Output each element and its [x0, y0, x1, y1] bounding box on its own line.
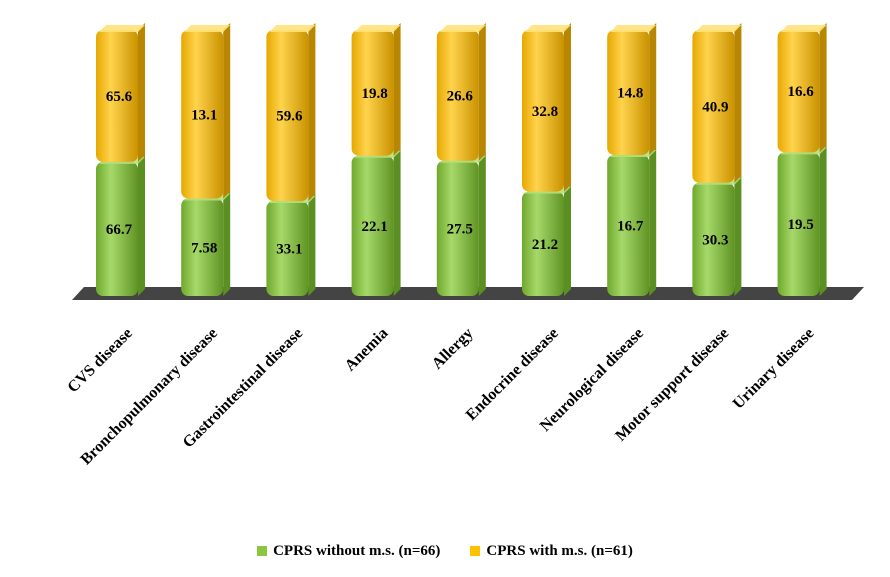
legend-swatch-green	[257, 546, 268, 556]
bar-front-face	[607, 30, 650, 155]
bar-side-face	[223, 191, 231, 296]
bar-segment-without-ms: 19.5	[777, 145, 827, 296]
bar-side-face	[138, 154, 145, 296]
bar-front-face	[351, 155, 394, 296]
bar-side-face	[564, 23, 571, 192]
bar-front-face	[692, 30, 735, 183]
bar-top-face	[610, 25, 657, 32]
legend: CPRS without m.s. (n=66) CPRS with m.s. …	[0, 537, 890, 565]
bar-top-face	[354, 25, 401, 32]
bar-side-face	[478, 153, 486, 296]
bar-segment-without-ms: 30.3	[692, 175, 742, 296]
data-label: 21.2	[532, 237, 558, 253]
data-label: 19.8	[361, 86, 387, 102]
data-label: 26.6	[447, 88, 474, 104]
bar-side-face	[819, 23, 827, 153]
bar-side-face	[734, 23, 742, 183]
bar-top-face	[695, 25, 742, 32]
legend-item-series-1: CPRS without m.s. (n=66)	[257, 543, 440, 560]
bar-top-face	[780, 25, 827, 32]
bar-segment-without-ms: 33.1	[266, 194, 316, 296]
x-tick-label: Allergy	[429, 325, 477, 373]
bar-top-face	[525, 25, 571, 32]
data-label: 65.6	[106, 89, 133, 105]
x-tick-label: Urinary disease	[730, 325, 818, 413]
bar-top-face	[184, 25, 231, 32]
data-label: 14.8	[617, 85, 643, 101]
bar-front-face	[436, 30, 479, 161]
bar-side-face	[393, 148, 401, 296]
data-label: 66.7	[106, 222, 133, 238]
legend-item-series-2: CPRS with m.s. (n=61)	[470, 542, 633, 560]
bar-segment-with-ms: 26.6	[436, 23, 486, 161]
data-label: 40.9	[702, 99, 728, 115]
bar-front-face	[522, 191, 564, 296]
bar-segment-with-ms: 59.6	[266, 23, 316, 202]
bar-front-face	[777, 30, 820, 153]
data-label: 30.3	[702, 232, 728, 248]
data-label: 32.8	[532, 104, 558, 120]
bar-side-face	[393, 23, 401, 156]
x-tick-label: CVS disease	[64, 325, 135, 396]
bar-side-face	[649, 23, 657, 155]
data-label: 27.5	[447, 221, 473, 237]
bar-segment-without-ms: 7.58	[181, 191, 231, 296]
bar-front-face	[351, 30, 394, 156]
data-label: 16.6	[787, 84, 814, 100]
bar-front-face	[96, 30, 138, 162]
bar-segment-without-ms: 22.1	[351, 148, 401, 296]
bar-front-face	[181, 198, 224, 296]
bar-side-face	[223, 23, 231, 199]
bar-side-face	[819, 145, 827, 296]
bar-top-face	[439, 25, 486, 32]
legend-label-series-1: CPRS without m.s. (n=66)	[273, 542, 441, 559]
data-label: 22.1	[361, 219, 387, 235]
bar-front-face	[777, 152, 820, 296]
bar-front-face	[522, 30, 564, 192]
x-tick-label: Endocrine disease	[463, 325, 562, 424]
data-label: 16.7	[617, 218, 644, 234]
bars-group: 66.7 65.6 7.58 13.1 33.1 59.6 22.1 19.8 27.5 26.6…	[96, 23, 827, 296]
bar-front-face	[96, 161, 138, 296]
bar-front-face	[181, 30, 224, 199]
bar-front-face	[692, 182, 735, 296]
bar-top-face	[99, 25, 145, 32]
bar-segment-with-ms: 13.1	[181, 23, 231, 199]
data-label: 13.1	[191, 107, 217, 123]
bar-side-face	[308, 194, 316, 296]
bar-segment-without-ms: 16.7	[607, 147, 657, 296]
bar-segment-with-ms: 65.6	[96, 23, 145, 162]
bar-front-face	[266, 30, 309, 202]
bar-segment-with-ms: 16.6	[777, 23, 827, 153]
bar-side-face	[649, 147, 657, 296]
bar-front-face	[266, 201, 309, 296]
bar-segment-without-ms: 21.2	[522, 184, 571, 296]
x-tick-label: Bronchopulmonary disease	[78, 325, 222, 469]
bar-segment-with-ms: 32.8	[522, 23, 571, 192]
data-label: 7.58	[191, 240, 217, 256]
bar-side-face	[734, 175, 742, 296]
bar-top-face	[269, 25, 316, 32]
data-label: 59.6	[276, 109, 303, 125]
bar-side-face	[478, 23, 486, 161]
data-label: 33.1	[276, 242, 302, 258]
stacked-bar-chart: 66.7 65.6 7.58 13.1 33.1 59.6 22.1 19.8 27.5 26.6…	[64, 23, 864, 469]
bar-side-face	[564, 184, 571, 296]
bar-side-face	[308, 23, 316, 202]
bar-front-face	[436, 160, 479, 296]
x-tick-label: Anemia	[342, 325, 392, 375]
legend-label-series-2: CPRS with m.s. (n=61)	[486, 542, 633, 559]
bar-segment-without-ms: 27.5	[436, 153, 486, 296]
bar-side-face	[138, 23, 145, 162]
bar-segment-with-ms: 14.8	[607, 23, 657, 155]
bar-segment-with-ms: 19.8	[351, 23, 401, 156]
legend-swatch-yellow	[470, 546, 481, 556]
bar-segment-with-ms: 40.9	[692, 23, 742, 183]
data-label: 19.5	[787, 217, 813, 233]
bar-segment-without-ms: 66.7	[96, 154, 145, 296]
bar-front-face	[607, 154, 650, 296]
